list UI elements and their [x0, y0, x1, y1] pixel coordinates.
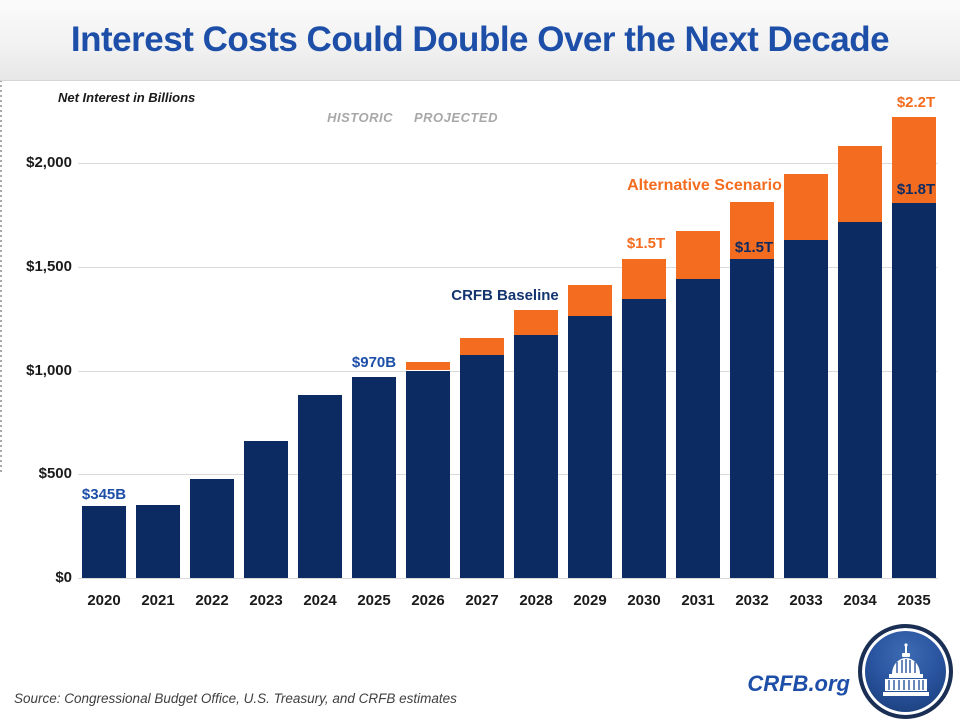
series-label-alternative-scenario: Alternative Scenario — [627, 177, 782, 194]
value-label-2025: $970B — [351, 354, 397, 371]
y-axis-tick-1000: $1,000 — [26, 362, 72, 379]
x-axis-label-2034: 2034 — [843, 592, 877, 609]
bar-2034-baseline — [838, 222, 882, 578]
value-label-baseline-2032: $1.5T — [734, 239, 774, 256]
x-axis-label-2035: 2035 — [897, 592, 931, 609]
crfb-org-label: CRFB.org — [747, 671, 850, 696]
value-label-2020: $345B — [81, 486, 127, 503]
capitol-icon — [882, 642, 929, 696]
x-axis-label-2027: 2027 — [465, 592, 499, 609]
bar-2030-baseline — [622, 298, 666, 578]
bar-2024-baseline — [298, 395, 342, 578]
bar-2035-alternative — [892, 117, 936, 204]
y-axis-tick-1500: $1,500 — [26, 258, 72, 275]
historic-region-label: HISTORIC — [327, 110, 393, 125]
gridline-1000 — [78, 371, 938, 372]
x-axis-label-2026: 2026 — [411, 592, 445, 609]
gridline-500 — [78, 474, 938, 475]
bar-2033-alternative — [784, 174, 828, 240]
bar-2028-baseline — [514, 335, 558, 578]
axis-units-note: Net Interest in Billions — [58, 90, 196, 105]
bar-2027-baseline — [460, 354, 504, 578]
bar-2023-baseline — [244, 441, 288, 578]
bar-2033-baseline — [784, 239, 828, 578]
gridline-2000 — [78, 163, 938, 164]
x-axis-label-2032: 2032 — [735, 592, 769, 609]
series-label-crfb-baseline: CRFB Baseline — [451, 287, 559, 304]
gridline-1500 — [78, 267, 938, 268]
bar-2025-baseline — [352, 376, 396, 578]
bar-2027-alternative — [460, 338, 504, 355]
header-band: Interest Costs Could Double Over the Nex… — [0, 0, 960, 81]
x-axis-label-2030: 2030 — [627, 592, 661, 609]
x-axis-label-2024: 2024 — [303, 592, 337, 609]
bar-2026-baseline — [406, 370, 450, 578]
bar-2035-baseline — [892, 203, 936, 578]
x-axis-label-2033: 2033 — [789, 592, 823, 609]
x-axis-label-2023: 2023 — [249, 592, 283, 609]
x-axis-label-2031: 2031 — [681, 592, 715, 609]
bar-2031-baseline — [676, 279, 720, 578]
bar-2031-alternative — [676, 231, 720, 280]
bar-2026-alternative — [406, 362, 450, 371]
y-axis-tick-500: $500 — [38, 465, 72, 482]
value-label-baseline-2035: $1.8T — [896, 181, 936, 198]
x-axis-label-2025: 2025 — [357, 592, 391, 609]
bar-2030-alternative — [622, 259, 666, 299]
x-axis-label-2022: 2022 — [195, 592, 229, 609]
y-axis-tick-0: $0 — [55, 569, 72, 586]
source-note: Source: Congressional Budget Office, U.S… — [14, 691, 457, 706]
bar-2034-alternative — [838, 146, 882, 223]
x-axis-label-2021: 2021 — [141, 592, 175, 609]
bar-2032-baseline — [730, 259, 774, 578]
page-title: Interest Costs Could Double Over the Nex… — [70, 20, 890, 59]
crfb-capitol-logo — [858, 624, 953, 719]
gridline-0 — [78, 578, 938, 579]
x-axis-label-2029: 2029 — [573, 592, 607, 609]
x-axis-label-2020: 2020 — [87, 592, 121, 609]
bar-2020-baseline — [82, 506, 126, 578]
bar-2021-baseline — [136, 504, 180, 578]
y-axis-tick-2000: $2,000 — [26, 154, 72, 171]
x-axis-label-2028: 2028 — [519, 592, 553, 609]
bar-2028-alternative — [514, 310, 558, 336]
value-label-alt-2035: $2.2T — [896, 94, 936, 111]
historic-projected-divider-line — [0, 0, 2, 474]
bar-2029-baseline — [568, 315, 612, 578]
projected-region-label: PROJECTED — [414, 110, 498, 125]
value-label-alt-2030: $1.5T — [626, 235, 666, 252]
bar-2029-alternative — [568, 285, 612, 316]
bar-2022-baseline — [190, 479, 234, 578]
bar-2032-alternative — [730, 202, 774, 260]
